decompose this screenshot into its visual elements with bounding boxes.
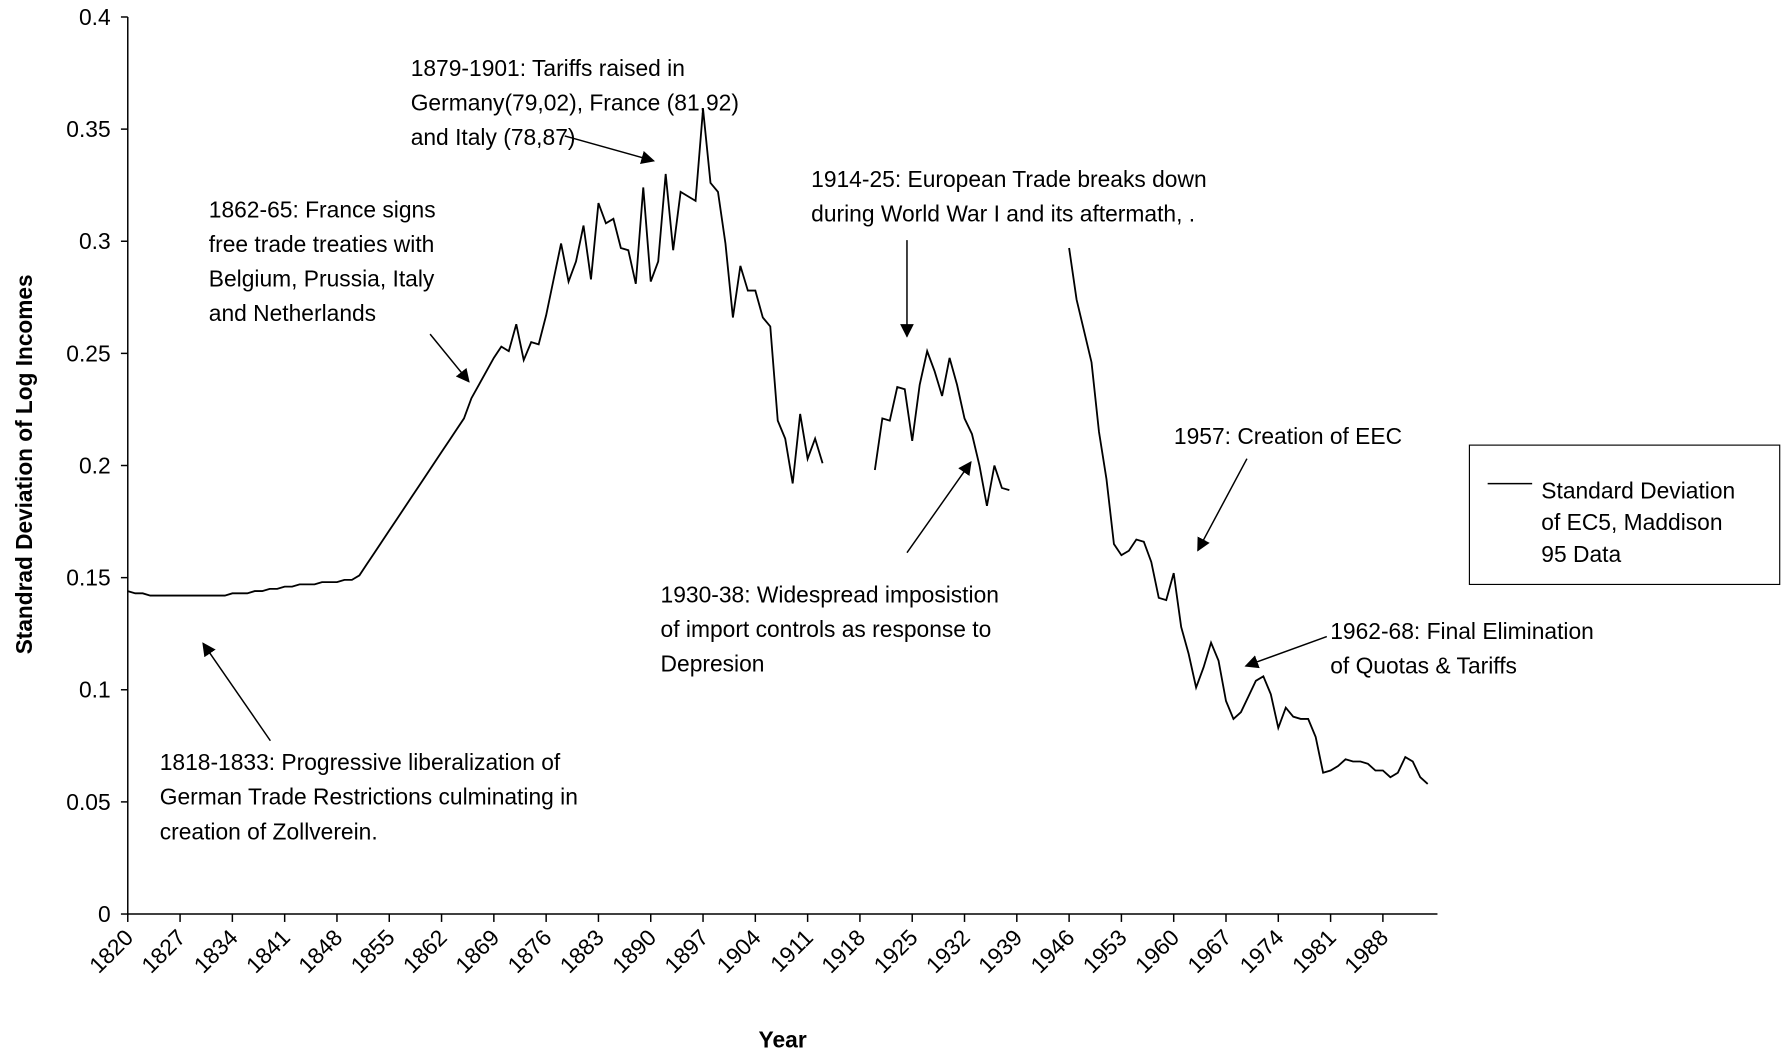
x-tick-label: 1953 bbox=[1077, 924, 1131, 978]
annotation: Belgium, Prussia, Italy bbox=[209, 266, 435, 292]
arrows bbox=[202, 135, 1328, 742]
x-tick-label: 1988 bbox=[1339, 924, 1393, 978]
annotation: 1879-1901: Tariffs raised in bbox=[411, 55, 685, 81]
x-tick-label: 1981 bbox=[1287, 924, 1341, 978]
arrow bbox=[906, 460, 972, 554]
annotation: creation of Zollverein. bbox=[160, 818, 378, 844]
x-tick-label: 1827 bbox=[136, 924, 190, 978]
annotation: during World War I and its aftermath, . bbox=[811, 201, 1195, 227]
arrow bbox=[564, 135, 656, 165]
annotation: of import controls as response to bbox=[661, 616, 992, 642]
annotation: of Quotas & Tariffs bbox=[1330, 652, 1517, 678]
annotation: 1957: Creation of EEC bbox=[1174, 423, 1402, 449]
x-tick-label: 1876 bbox=[502, 924, 556, 978]
annotation: German Trade Restrictions culminating in bbox=[160, 784, 578, 810]
x-tick-label: 1820 bbox=[84, 924, 138, 978]
y-tick-label: 0.3 bbox=[79, 228, 111, 254]
annotation: 1914-25: European Trade breaks down bbox=[811, 166, 1206, 192]
x-tick-label: 1939 bbox=[973, 924, 1027, 978]
annotation: Depresion bbox=[661, 651, 765, 677]
x-tick-label: 1897 bbox=[659, 924, 713, 978]
x-tick-label: 1890 bbox=[607, 924, 661, 978]
x-tick-label: 1883 bbox=[555, 924, 609, 978]
annotation: 1962-68: Final Elimination bbox=[1330, 618, 1594, 644]
y-tick-label: 0.05 bbox=[66, 789, 110, 815]
y-tick-label: 0.25 bbox=[66, 340, 110, 366]
y-tick-label: 0.35 bbox=[66, 116, 110, 142]
x-tick-label: 1855 bbox=[345, 924, 399, 978]
x-tick-label: 1967 bbox=[1182, 924, 1236, 978]
x-tick-label: 1960 bbox=[1130, 924, 1184, 978]
legend-label: Standard Deviation of EC5, Maddison 95 Dat… bbox=[1541, 477, 1735, 566]
legend-box bbox=[1468, 444, 1781, 585]
arrow bbox=[429, 333, 470, 383]
arrow bbox=[202, 642, 271, 742]
y-tick-label: 0.1 bbox=[79, 677, 111, 703]
x-tick-label: 1904 bbox=[711, 924, 765, 978]
annotation: and Italy (78,87) bbox=[411, 124, 576, 150]
x-tick-label: 1841 bbox=[241, 924, 295, 978]
x-axis-title: Year bbox=[759, 1027, 807, 1053]
x-tick-label: 1925 bbox=[868, 924, 922, 978]
annotation: 1930-38: Widespread imposistion bbox=[661, 582, 999, 608]
y-tick-label: 0.15 bbox=[66, 565, 110, 591]
x-tick-label: 1848 bbox=[293, 924, 347, 978]
annotation: and Netherlands bbox=[209, 300, 376, 326]
y-tick-label: 0.2 bbox=[79, 453, 111, 479]
x-tick-label: 1932 bbox=[921, 924, 975, 978]
x-tick-label: 1946 bbox=[1025, 924, 1079, 978]
annotation: free trade treaties with bbox=[209, 231, 435, 257]
x-tick-label: 1869 bbox=[450, 924, 504, 978]
annotation: Germany(79,02), France (81,92) bbox=[411, 90, 739, 116]
x-tick-label: 1974 bbox=[1234, 924, 1288, 978]
y-tick-label: 0.4 bbox=[79, 4, 111, 30]
data-line bbox=[127, 108, 1429, 785]
y-tick-label: 0 bbox=[98, 901, 111, 927]
x-tick-label: 1911 bbox=[765, 924, 818, 977]
y-axis-title: Standrad Deviation of Log Incomes bbox=[11, 274, 37, 654]
annotation: 1818-1833: Progressive liberalization of bbox=[160, 749, 561, 775]
arrow bbox=[1244, 635, 1328, 669]
x-tick-label: 1862 bbox=[398, 924, 452, 978]
arrow bbox=[1197, 458, 1248, 552]
x-tick-label: 1918 bbox=[816, 924, 870, 978]
x-tick-label: 1834 bbox=[188, 924, 242, 978]
annotation: 1862-65: France signs bbox=[209, 197, 436, 223]
